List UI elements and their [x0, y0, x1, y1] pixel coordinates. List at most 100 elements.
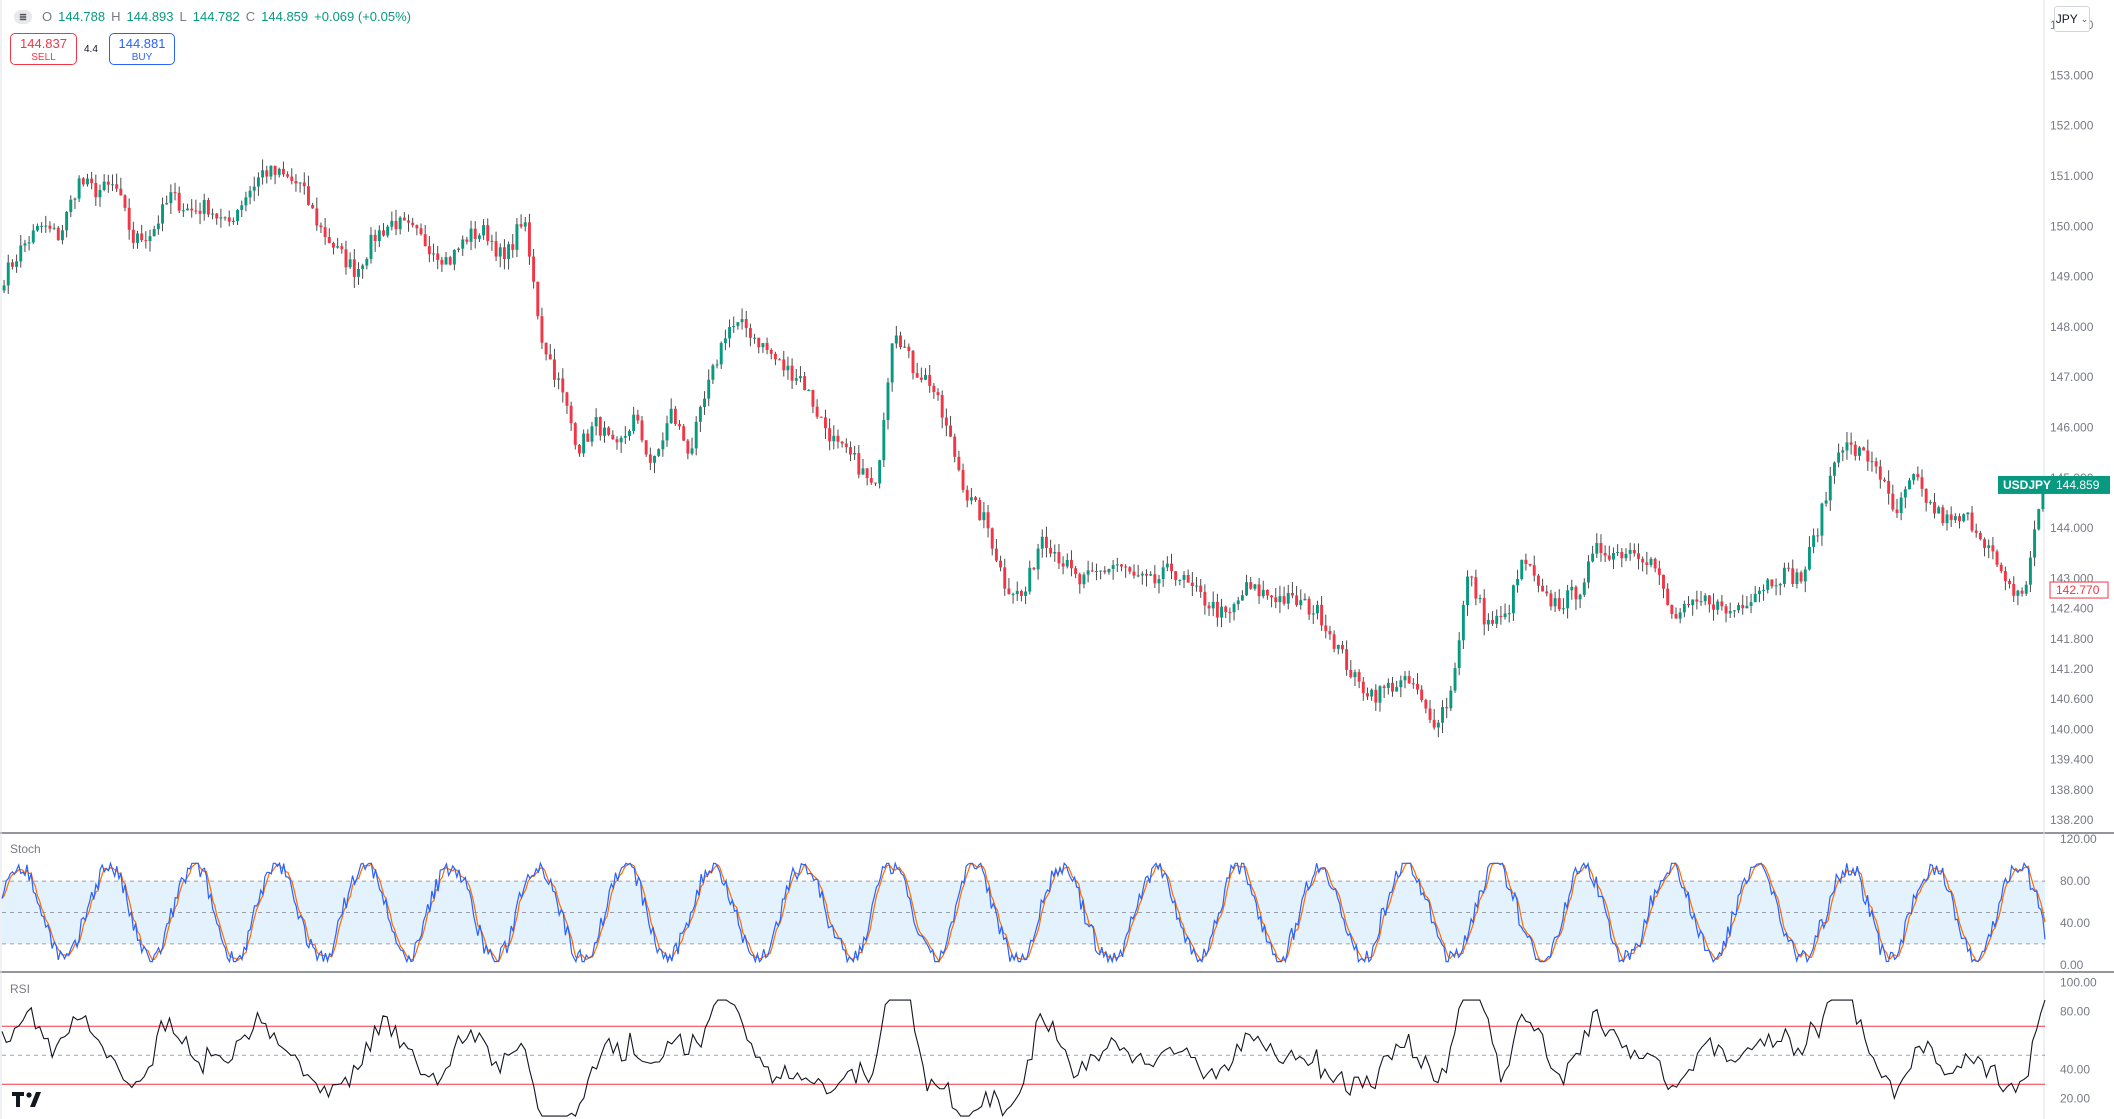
candle-body [173, 192, 177, 194]
candle-body [678, 424, 681, 427]
candle-body [978, 500, 982, 521]
candle-body [227, 217, 231, 222]
candle-body [1953, 516, 1957, 521]
candle-body [1578, 594, 1582, 600]
candle-body [1257, 584, 1261, 597]
candle-body [919, 377, 923, 380]
candle-body [1120, 564, 1123, 567]
candle-body [498, 247, 502, 257]
ohlc-legend: O 144.788 H 144.893 L 144.782 C 144.859 +0.0… [14, 9, 411, 24]
candle-body [327, 237, 331, 244]
candle-body [1391, 682, 1394, 692]
candle-body [940, 395, 944, 418]
candle-body [1345, 649, 1349, 670]
candle-body [719, 343, 723, 365]
candle-body [1086, 570, 1090, 575]
candle-body [573, 423, 577, 445]
candle-body [1720, 601, 1724, 607]
candle-body [1778, 583, 1782, 586]
candle-body [1145, 573, 1148, 576]
candle-body [1695, 599, 1699, 602]
candle-body [98, 189, 102, 198]
candle-body [1215, 601, 1219, 618]
candle-body [1807, 546, 1811, 570]
sell-button[interactable]: 144.837 SELL [10, 33, 77, 65]
candle-body [1624, 553, 1628, 559]
candle-body [961, 470, 965, 490]
candle-body [1595, 543, 1599, 554]
candle-body [1253, 584, 1257, 589]
candle-body [1261, 589, 1265, 597]
candle-body [1153, 574, 1157, 584]
last-price-label: 144.859 [2056, 478, 2100, 492]
hamburger-icon[interactable] [14, 9, 32, 24]
candle-body [1520, 559, 1524, 580]
candle-body [1812, 535, 1816, 547]
candle-body [1858, 447, 1861, 456]
candle-body [1357, 672, 1361, 682]
candle-body [94, 182, 98, 198]
candle-body [994, 548, 998, 561]
candle-body [1591, 553, 1595, 562]
candle-body [502, 247, 506, 259]
candle-body [565, 392, 569, 406]
candle-body [369, 234, 373, 259]
stoch-title: Stoch [10, 842, 41, 856]
candle-body [44, 225, 48, 227]
candle-body [807, 390, 811, 392]
candle-body [1707, 595, 1711, 605]
candle-body [1220, 606, 1224, 618]
candle-body [865, 468, 869, 479]
candle-body [999, 560, 1003, 568]
candle-body [1095, 571, 1098, 573]
candle-body [1382, 686, 1386, 688]
candle-body [465, 239, 469, 242]
candle-body [106, 181, 110, 185]
candle-body [1724, 606, 1728, 614]
candle-body [853, 453, 857, 455]
rsi-pane[interactable] [1, 999, 2046, 1117]
candle-body [661, 440, 665, 450]
stoch-k-line [1, 861, 2046, 964]
candle-body [119, 188, 123, 196]
candle-body [286, 174, 290, 177]
candle-body [849, 447, 852, 455]
candle-body [231, 220, 235, 222]
candle-body [798, 376, 802, 379]
buy-button[interactable]: 144.881 BUY [109, 33, 175, 65]
tradingview-logo-icon[interactable] [12, 1090, 46, 1108]
candle-body [840, 441, 844, 444]
candle-body [782, 359, 786, 371]
candle-body [1436, 722, 1440, 728]
candle-body [532, 256, 536, 282]
currency-selector[interactable]: JPY ⌄ [2054, 6, 2090, 32]
candle-body [2028, 557, 2032, 585]
candle-body [928, 374, 932, 386]
price-tick-label: 152.000 [2050, 119, 2094, 133]
candle-body [1424, 699, 1428, 709]
candle-body [1749, 602, 1753, 606]
candle-body [394, 220, 398, 230]
candle-body [15, 261, 19, 267]
price-axis[interactable]: 154.000153.000152.000151.000150.000149.0… [2050, 18, 2097, 1106]
stoch-pane[interactable] [1, 861, 2046, 964]
candle-body [1320, 604, 1324, 626]
candle-body [1670, 604, 1674, 615]
candle-body [1103, 570, 1107, 573]
candle-body [1937, 507, 1941, 514]
candle-body [648, 454, 652, 463]
candle-body [1007, 588, 1011, 595]
candle-body [1136, 575, 1140, 577]
candle-body [552, 359, 556, 380]
candle-body [1107, 568, 1111, 573]
low-label: L [179, 9, 187, 24]
candle-body [77, 178, 81, 199]
candle-body [1157, 579, 1161, 584]
candle-body [932, 385, 936, 393]
candle-body [1203, 591, 1207, 606]
candle-body [1265, 589, 1269, 596]
rsi-tick-label: 20.00 [2060, 1092, 2090, 1106]
candle-body [1566, 590, 1570, 609]
